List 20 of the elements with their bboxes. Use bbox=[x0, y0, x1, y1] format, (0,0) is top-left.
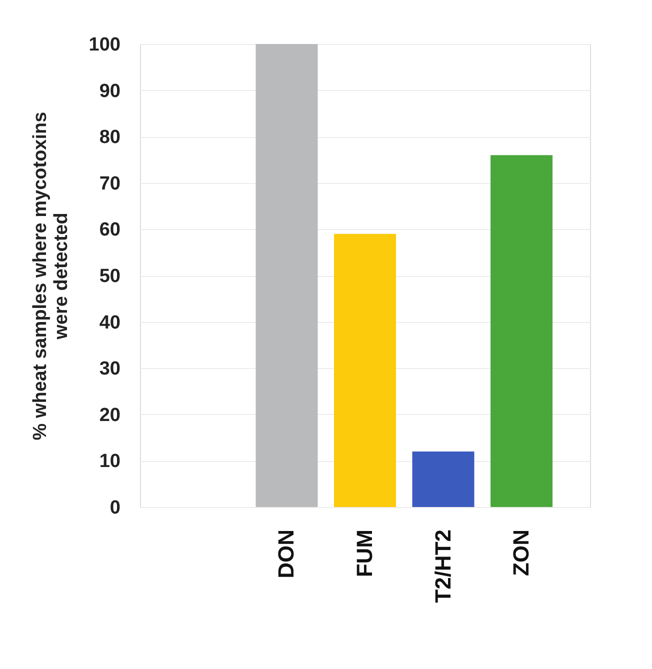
x-tick-label: DON bbox=[274, 530, 299, 578]
bar bbox=[256, 44, 318, 507]
y-tick-label: 90 bbox=[99, 80, 120, 102]
y-tick-label: 50 bbox=[99, 266, 120, 287]
y-tick-label: 30 bbox=[99, 358, 120, 380]
x-tick-label: FUM bbox=[352, 530, 377, 578]
bar bbox=[490, 155, 553, 507]
y-tick-label: 60 bbox=[99, 220, 120, 241]
bar bbox=[334, 234, 396, 507]
y-tick-label: 0 bbox=[110, 498, 120, 518]
y-tick-label: 10 bbox=[99, 451, 120, 472]
y-tick-label: 100 bbox=[88, 34, 120, 56]
x-tick-label: ZON bbox=[508, 530, 534, 576]
y-tick-label: 20 bbox=[99, 404, 120, 426]
y-tick-label: 70 bbox=[99, 173, 120, 194]
x-tick-label: T2/HT2 bbox=[430, 530, 456, 603]
bar bbox=[412, 451, 474, 507]
y-tick-label: 40 bbox=[99, 312, 120, 334]
y-axis-title: % wheat samples where mycotoxins were detected bbox=[30, 112, 72, 440]
y-tick-label: 80 bbox=[99, 127, 120, 148]
